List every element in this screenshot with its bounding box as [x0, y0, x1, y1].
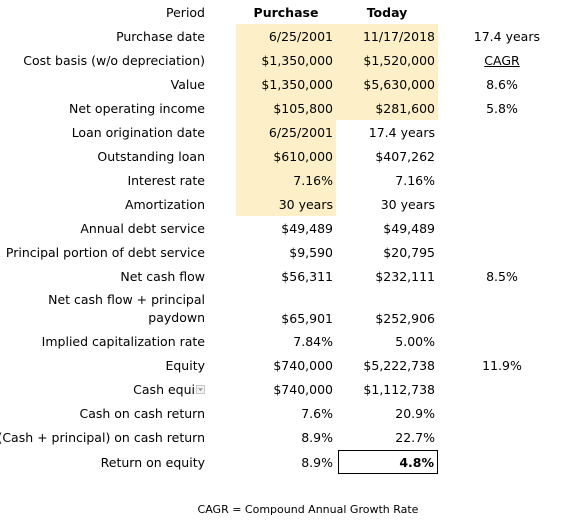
today-cell[interactable]: $20,795 — [383, 244, 435, 260]
purchase-cell[interactable]: 7.84% — [293, 333, 333, 349]
today-cell[interactable]: 7.16% — [395, 172, 435, 188]
dropdown-filter-icon[interactable] — [196, 384, 205, 394]
purchase-cell[interactable]: 6/25/2001 — [236, 120, 336, 144]
table-row: Cash equi $740,000 $1,112,738 — [0, 377, 586, 401]
today-cell[interactable]: 11/17/2018 — [336, 24, 438, 48]
purchase-cell[interactable]: $56,311 — [281, 268, 333, 284]
purchase-cell[interactable]: 8.9% — [301, 429, 333, 445]
note-cell[interactable]: 5.8% — [486, 100, 518, 116]
row-label[interactable]: Net cash flow — [120, 268, 205, 284]
table-row: Value $1,350,000 $5,630,000 8.6% — [0, 72, 586, 96]
today-cell[interactable]: 17.4 years — [368, 124, 435, 140]
table-row: Amortization 30 years 30 years — [0, 192, 586, 216]
table-row: Principal portion of debt service $9,590… — [0, 240, 586, 264]
purchase-cell[interactable]: $610,000 — [236, 144, 336, 168]
today-cell[interactable]: $407,262 — [375, 148, 435, 164]
table-row: Net cash flow + principal paydown $65,90… — [0, 290, 586, 328]
row-label[interactable]: Outstanding loan — [97, 148, 205, 164]
purchase-cell[interactable]: 30 years — [236, 192, 336, 216]
period-header[interactable]: Period — [166, 4, 205, 20]
today-cell[interactable]: $232,111 — [375, 268, 435, 284]
row-label-line2: paydown — [148, 310, 205, 325]
purchase-cell[interactable]: 7.16% — [236, 168, 336, 192]
note-cell[interactable]: 8.6% — [486, 76, 518, 92]
table-row: Net operating income $105,800 $281,600 5… — [0, 96, 586, 120]
row-label[interactable]: Net operating income — [69, 100, 205, 116]
table-row: (Cash + principal) on cash return 8.9% 2… — [0, 425, 586, 449]
purchase-cell[interactable]: $9,590 — [289, 244, 333, 260]
row-label[interactable]: Interest rate — [127, 172, 205, 188]
purchase-cell[interactable]: $740,000 — [273, 357, 333, 373]
row-label[interactable]: Implied capitalization rate — [41, 333, 205, 349]
purchase-header[interactable]: Purchase — [253, 4, 319, 20]
today-cell[interactable]: $281,600 — [336, 96, 438, 120]
table-row: Cash on cash return 7.6% 20.9% — [0, 401, 586, 425]
purchase-cell[interactable]: $740,000 — [273, 381, 333, 397]
row-label[interactable]: Equity — [165, 357, 205, 373]
today-header[interactable]: Today — [366, 4, 408, 20]
note-cell[interactable]: 11.9% — [482, 357, 522, 373]
selected-cell[interactable]: 4.8% — [338, 450, 438, 474]
note-cell[interactable]: 17.4 years — [473, 28, 540, 44]
purchase-cell[interactable]: $105,800 — [236, 96, 336, 120]
cagr-header-cell[interactable]: CAGR — [484, 52, 520, 68]
table-row: Cost basis (w/o depreciation) $1,350,000… — [0, 48, 586, 72]
today-cell[interactable]: 30 years — [380, 196, 435, 212]
today-cell[interactable]: 22.7% — [395, 429, 435, 445]
table-row: Implied capitalization rate 7.84% 5.00% — [0, 329, 586, 353]
purchase-cell[interactable]: $49,489 — [281, 220, 333, 236]
row-label-line1: Net cash flow + principal — [48, 292, 205, 307]
table-row: Equity $740,000 $5,222,738 11.9% — [0, 353, 586, 377]
row-label-text: Cash equi — [133, 381, 195, 397]
row-label[interactable]: Loan origination date — [71, 124, 205, 140]
table-row: Annual debt service $49,489 $49,489 — [0, 216, 586, 240]
purchase-cell[interactable]: $65,901 — [281, 311, 333, 326]
header-row: Period Purchase Today — [0, 0, 586, 24]
note-cell[interactable]: 8.5% — [486, 268, 518, 284]
today-cell[interactable]: 5.00% — [395, 333, 435, 349]
footnote: CAGR = Compound Annual Growth Rate — [197, 503, 419, 516]
purchase-cell[interactable]: 7.6% — [301, 405, 333, 421]
row-label[interactable]: Return on equity — [100, 454, 205, 470]
table-row: Loan origination date 6/25/2001 17.4 yea… — [0, 120, 586, 144]
row-label[interactable]: Value — [170, 76, 205, 92]
purchase-cell[interactable]: $1,350,000 — [236, 72, 336, 96]
row-label[interactable]: Annual debt service — [80, 220, 205, 236]
row-label[interactable]: Purchase date — [116, 28, 205, 44]
row-label[interactable]: Principal portion of debt service — [5, 244, 205, 260]
today-cell[interactable]: $5,222,738 — [363, 357, 435, 373]
row-label[interactable]: Cost basis (w/o depreciation) — [23, 52, 205, 68]
table-row: Net cash flow $56,311 $232,111 8.5% — [0, 264, 586, 288]
today-cell[interactable]: $1,520,000 — [336, 48, 438, 72]
purchase-cell[interactable]: $1,350,000 — [236, 48, 336, 72]
row-label[interactable]: (Cash + principal) on cash return — [0, 429, 205, 445]
today-cell[interactable]: 20.9% — [395, 405, 435, 421]
row-label[interactable]: Cash equi — [0, 377, 205, 401]
purchase-cell[interactable]: 6/25/2001 — [236, 24, 336, 48]
purchase-cell[interactable]: 8.9% — [301, 454, 333, 470]
today-cell[interactable]: $49,489 — [383, 220, 435, 236]
today-cell[interactable]: $252,906 — [375, 311, 435, 326]
today-cell[interactable]: $1,112,738 — [363, 381, 435, 397]
row-label[interactable]: Net cash flow + principal paydown — [0, 290, 205, 328]
row-label[interactable]: Cash on cash return — [79, 405, 205, 421]
today-cell[interactable]: $5,630,000 — [336, 72, 438, 96]
table-row: Outstanding loan $610,000 $407,262 — [0, 144, 586, 168]
table-row: Return on equity 8.9% 4.8% — [0, 450, 586, 474]
table-row: Purchase date 6/25/2001 11/17/2018 17.4 … — [0, 24, 586, 48]
table-row: Interest rate 7.16% 7.16% — [0, 168, 586, 192]
row-label[interactable]: Amortization — [124, 196, 205, 212]
